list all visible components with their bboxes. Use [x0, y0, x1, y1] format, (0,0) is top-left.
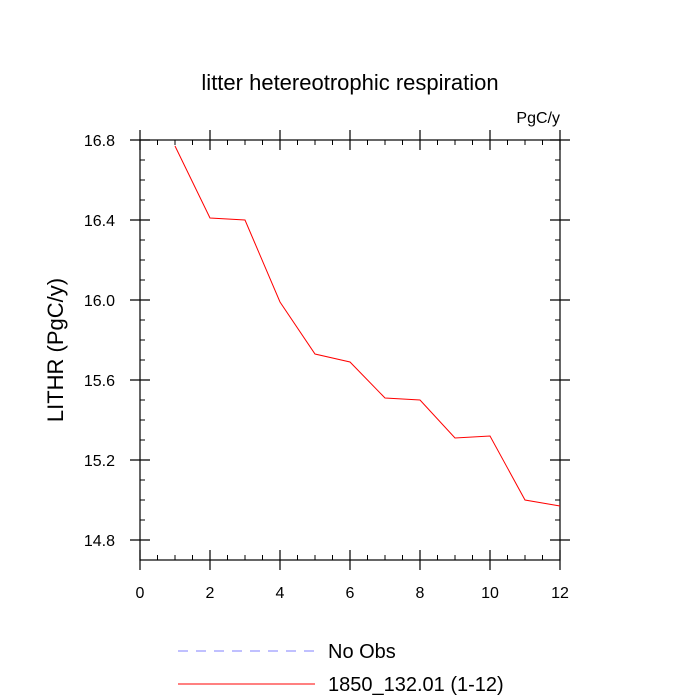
x-tick-label: 0 [136, 585, 145, 602]
chart-title: litter hetereotrophic respiration [201, 70, 498, 95]
y-axis-label: LITHR (PgC/y) [43, 278, 68, 422]
y-tick-label: 16.8 [84, 133, 115, 150]
y-tick-label: 16.4 [84, 213, 115, 230]
y-tick-label: 14.8 [84, 533, 115, 550]
y-tick-label: 16.0 [84, 293, 115, 310]
x-tick-label: 2 [206, 585, 215, 602]
x-tick-label: 10 [481, 585, 499, 602]
x-tick-label: 4 [276, 585, 285, 602]
y-tick-labels: 14.8 15.2 15.6 16.0 16.4 16.8 [84, 133, 115, 550]
legend-label-no-obs: No Obs [328, 641, 396, 663]
x-tick-label: 6 [346, 585, 355, 602]
legend-label-series: 1850_132.01 (1-12) [328, 674, 504, 696]
y-tick-label: 15.2 [84, 453, 115, 470]
x-tick-labels: 0 2 4 6 8 10 12 [136, 585, 569, 602]
x-tick-label: 8 [416, 585, 425, 602]
y-tick-label: 15.6 [84, 373, 115, 390]
series-line [174, 145, 561, 507]
units-label: PgC/y [516, 110, 560, 127]
legend: No Obs 1850_132.01 (1-12) [178, 641, 504, 696]
major-ticks [130, 130, 570, 570]
x-tick-label: 12 [551, 585, 569, 602]
series-layer [174, 145, 561, 507]
